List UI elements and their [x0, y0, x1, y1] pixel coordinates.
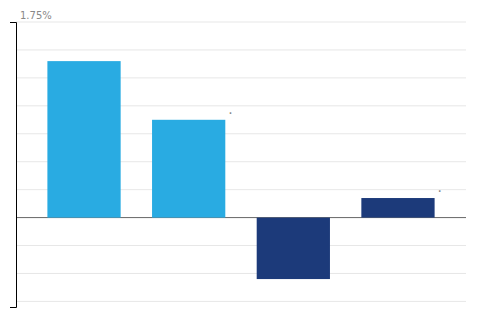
- bar: [257, 218, 330, 279]
- grid: [16, 22, 466, 301]
- grid-line: [16, 273, 466, 274]
- grid-line: [16, 301, 466, 302]
- annotation: ·: [228, 105, 232, 121]
- y-axis: [10, 23, 17, 308]
- bar: [152, 120, 225, 218]
- chart: 1.75% · ·: [0, 0, 480, 319]
- grid-line: [16, 22, 466, 23]
- annotation: 1.75%: [20, 10, 52, 21]
- grid-line: [16, 49, 466, 50]
- annotations: 1.75% · ·: [20, 10, 442, 199]
- bars: [47, 61, 434, 279]
- bar: [47, 61, 120, 217]
- y-axis-line: [10, 23, 17, 308]
- plot: 1.75% · ·: [10, 10, 466, 308]
- bar: [361, 198, 434, 218]
- annotation: ·: [438, 183, 442, 199]
- grid-line: [16, 245, 466, 246]
